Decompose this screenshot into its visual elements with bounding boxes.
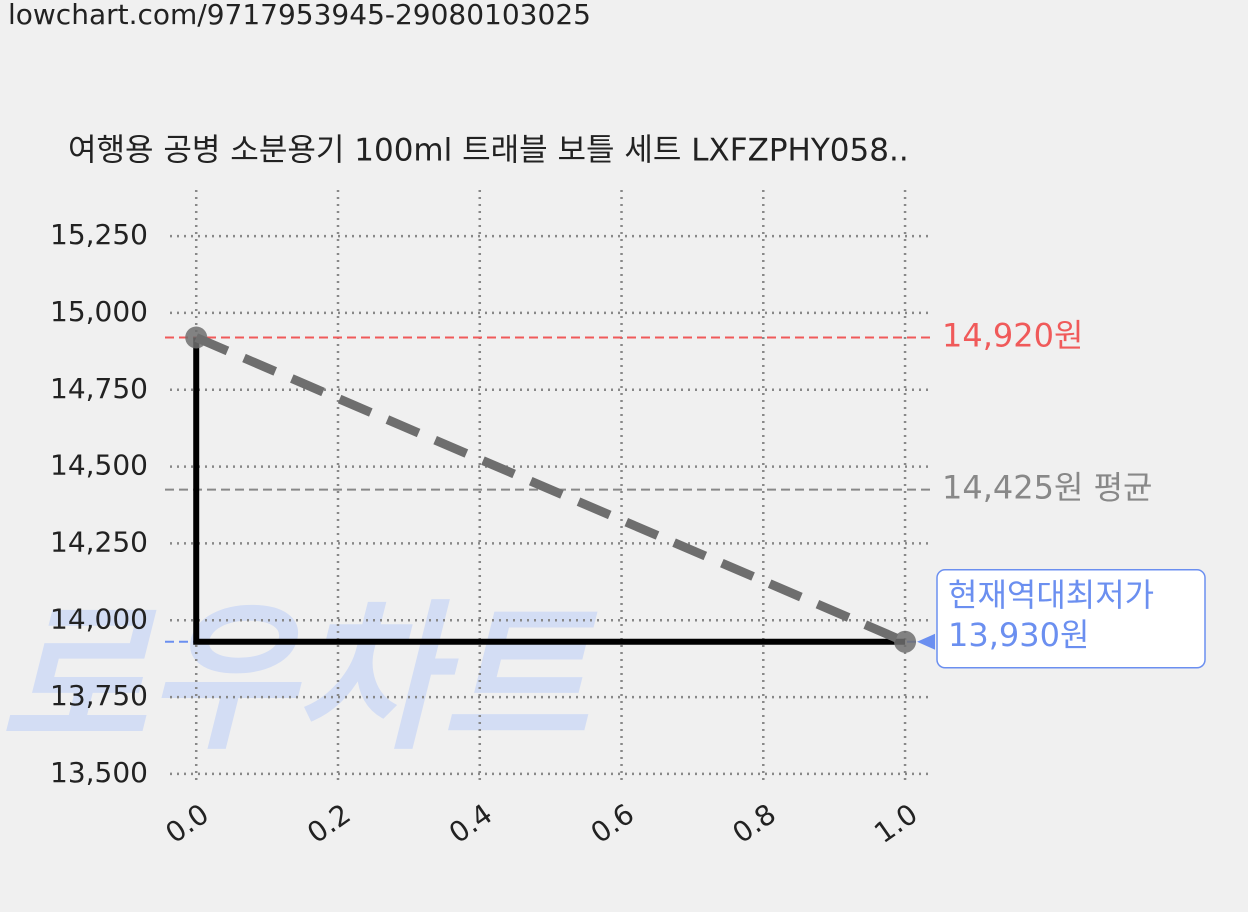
x-tick-label: 0.8	[726, 797, 781, 850]
annotation-box	[936, 569, 1206, 669]
y-tick-label: 14,500	[50, 449, 148, 482]
point	[894, 630, 917, 653]
y-tick-label: 14,750	[50, 372, 148, 405]
reference-label: 14,425원 평균	[942, 469, 1152, 507]
chart-title: 여행용 공병 소분용기 100ml 트래블 보틀 세트 LXFZPHY058..	[68, 133, 909, 169]
annotation-arrow	[917, 633, 936, 650]
reference-label: 14,920원	[942, 317, 1083, 355]
point	[185, 326, 208, 349]
y-tick-label: 14,250	[50, 525, 148, 558]
annotation-text: 현재역대최저가	[948, 576, 1154, 614]
annotation-text: 13,930원	[948, 616, 1089, 654]
y-tick-label: 15,250	[50, 218, 148, 251]
y-tick-label: 15,000	[50, 295, 148, 328]
x-tick-label: 0.4	[443, 797, 498, 850]
y-tick-label: 13,750	[50, 679, 148, 712]
line	[194, 333, 907, 646]
x-tick-label: 0.6	[585, 797, 640, 850]
line	[193, 337, 906, 645]
x-tick-label: 0.2	[301, 797, 356, 850]
url: lowchart.com/9717953945-29080103025	[8, 0, 591, 31]
watermark: 로우차트	[0, 585, 598, 772]
x-tick-label: 0.0	[159, 797, 214, 850]
y-tick-label: 14,000	[50, 602, 148, 635]
y-tick-label: 13,500	[50, 756, 148, 789]
x-tick-label: 1.0	[868, 797, 923, 850]
